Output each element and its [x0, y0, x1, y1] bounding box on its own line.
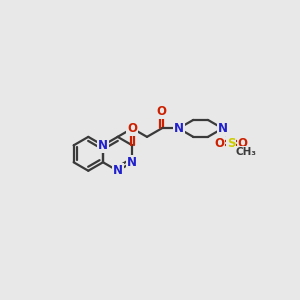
Text: N: N [174, 122, 184, 135]
Text: O: O [214, 136, 224, 150]
Text: N: N [98, 139, 108, 152]
Text: O: O [238, 136, 248, 150]
Text: N: N [218, 122, 228, 135]
Text: N: N [112, 164, 123, 177]
Text: CH₃: CH₃ [235, 146, 256, 157]
Text: S: S [227, 136, 235, 150]
Text: N: N [127, 156, 137, 169]
Text: O: O [127, 122, 137, 135]
Text: O: O [157, 105, 167, 118]
